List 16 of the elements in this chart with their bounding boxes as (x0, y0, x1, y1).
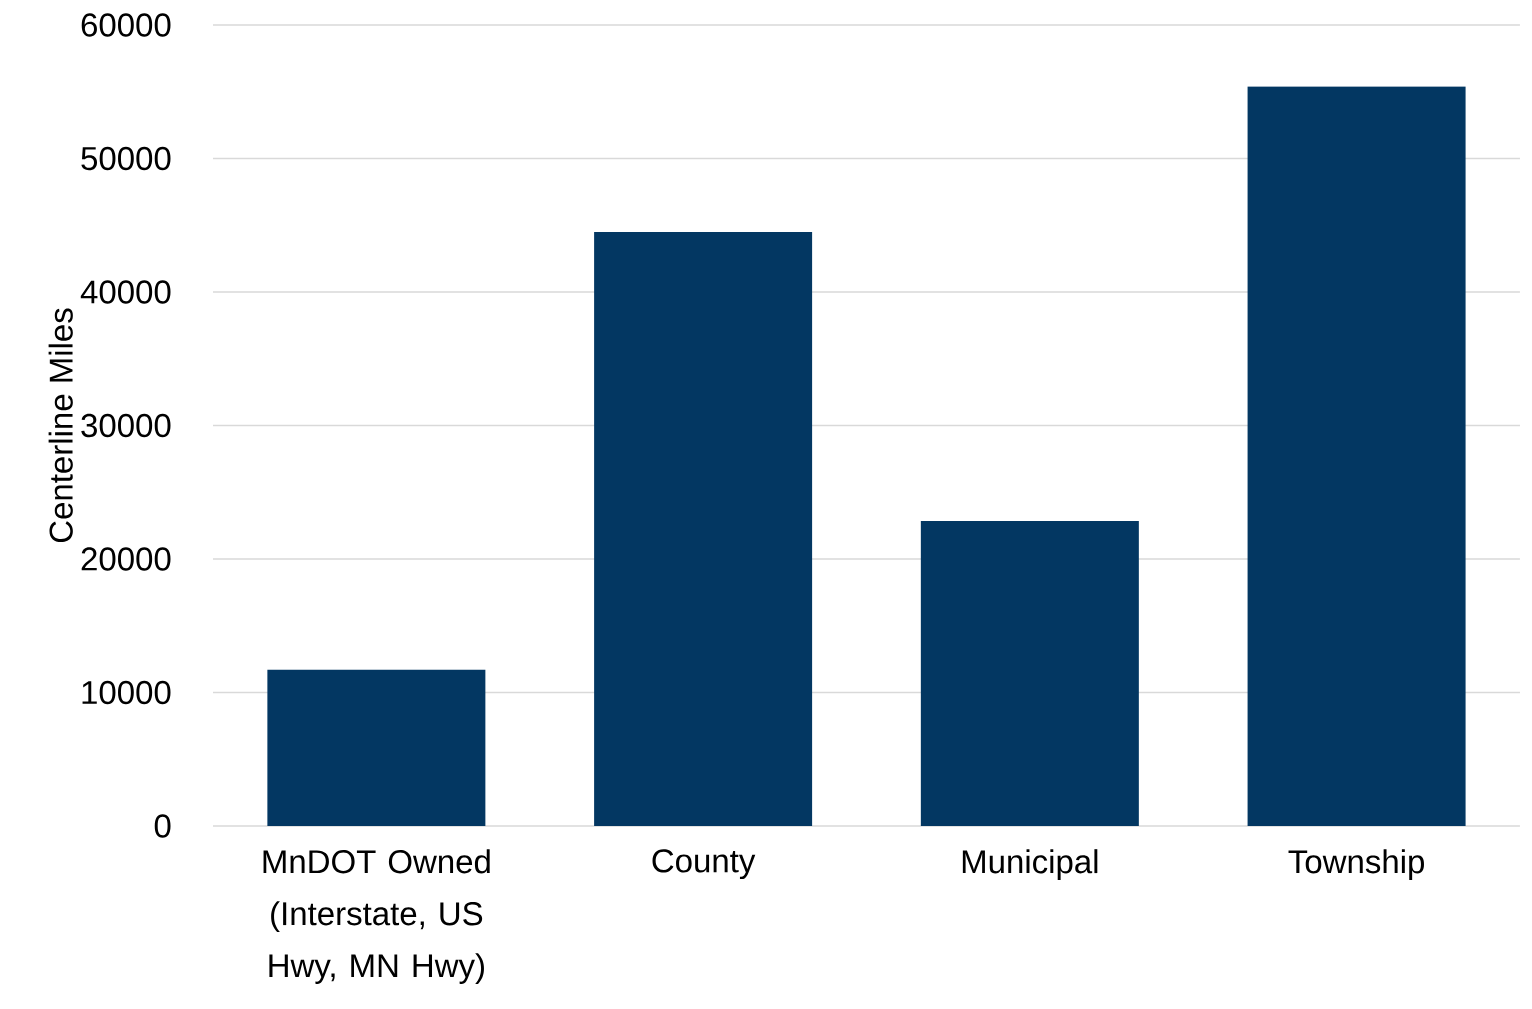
y-tick-label: 10000 (82, 680, 171, 705)
y-tick-label: 60000 (81, 13, 171, 37)
y-tick-label: 0 (154, 814, 171, 838)
bar (594, 231, 813, 826)
x-tick-label: Township (1288, 849, 1424, 880)
x-tick-label: County (652, 849, 756, 880)
x-tick-label: Municipal (962, 849, 1098, 880)
bar (267, 669, 486, 826)
y-tick-label: 30000 (81, 413, 171, 438)
x-tick-label: MnDOT Owned (Interstate, US Hwy, MN Hwy) (263, 849, 490, 984)
y-axis-title: Centerline Miles (48, 308, 73, 543)
bar (1247, 86, 1466, 826)
y-tick-label: 20000 (81, 547, 171, 571)
y-tick-label: 50000 (81, 146, 171, 171)
y-tick-label: 40000 (80, 280, 171, 304)
bar (920, 520, 1139, 826)
